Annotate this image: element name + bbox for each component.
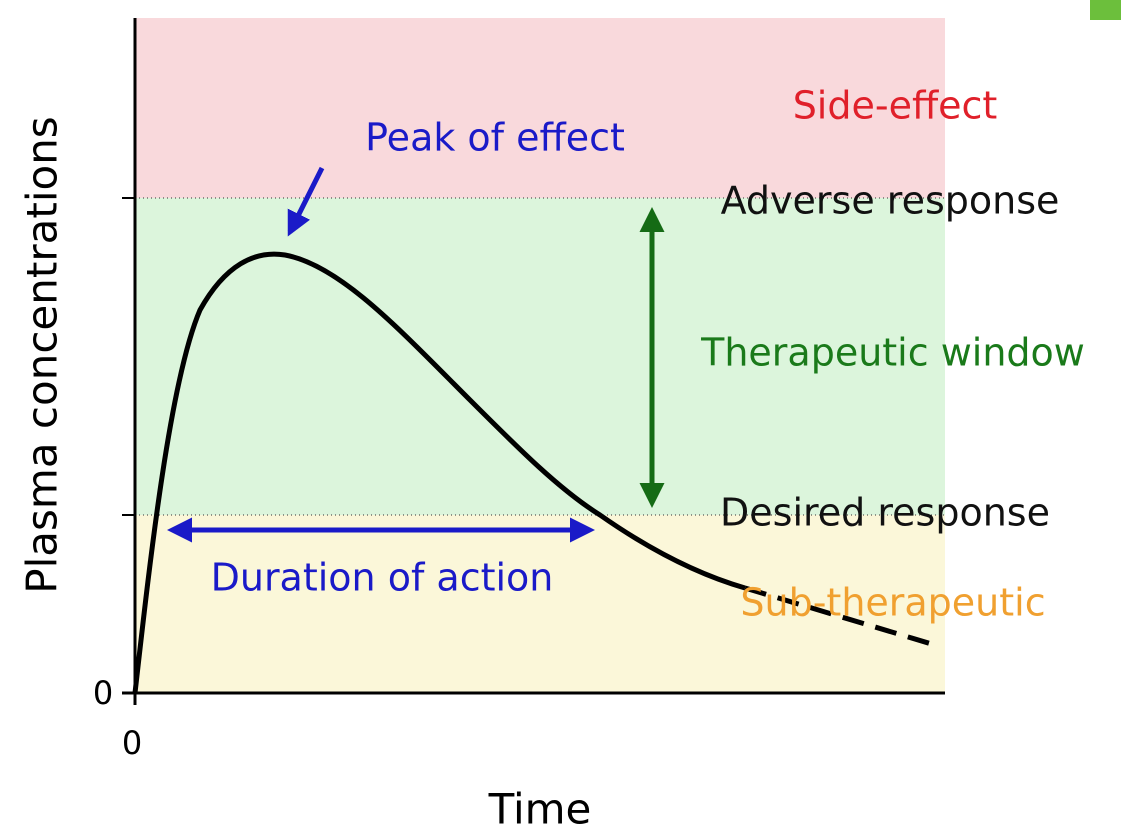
side-effect-zone [135,18,945,198]
therapeutic-zone [135,198,945,515]
sub-therapeutic-zone [135,515,945,693]
y-origin: 0 [93,674,113,712]
x-axis-label: Time [488,785,592,834]
annotation: Peak of effect [365,116,625,160]
zone-label: Side-effect [793,84,998,128]
zone-label: Sub-therapeutic [740,581,1045,625]
x-origin: 0 [122,724,142,762]
annotation: Duration of action [211,556,554,600]
concentration-curve [132,251,746,694]
threshold-label: Adverse response [721,179,1060,223]
threshold-label: Desired response [720,491,1050,535]
annotation: Therapeutic window [700,331,1085,375]
y-axis-label: Plasma concentrations [18,116,67,593]
peak-arrow [287,166,325,237]
corner-badge [1090,0,1121,20]
